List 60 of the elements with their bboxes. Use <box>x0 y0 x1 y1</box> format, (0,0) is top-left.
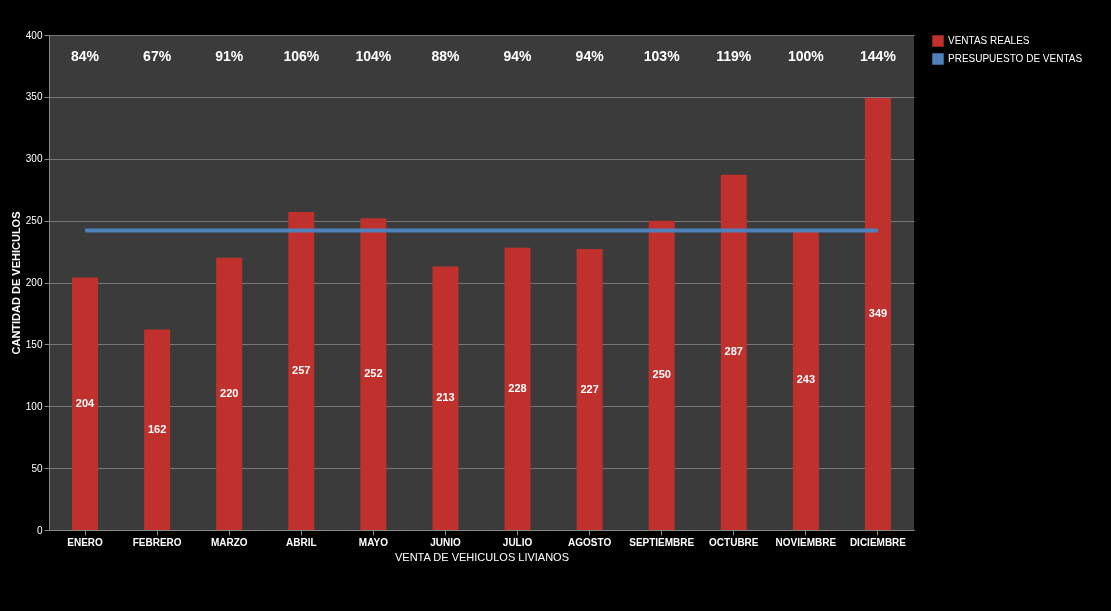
x-tick-label: JULIO <box>502 536 533 548</box>
annotation: 88% <box>431 48 461 64</box>
x-axis-title: VENTA DE VEHICULOS LIVIANOS <box>394 550 570 563</box>
data-label: 250 <box>652 368 671 381</box>
annotation: 67% <box>143 48 172 64</box>
bar <box>648 220 675 530</box>
annotation: 94% <box>575 48 605 64</box>
data-label: 227 <box>580 382 599 395</box>
x-tick-label: MARZO <box>210 536 248 548</box>
bar <box>720 174 747 530</box>
bar <box>144 329 171 530</box>
y-tick-label: 350 <box>25 91 43 103</box>
data-label: 257 <box>292 363 311 376</box>
annotation: 104% <box>355 48 392 64</box>
legend-label: VENTAS REALES <box>948 35 1030 46</box>
x-tick-label: SEPTIEMBRE <box>629 536 695 548</box>
annotation: 94% <box>503 48 533 64</box>
y-tick-label: 400 <box>25 29 43 41</box>
y-tick-label: 150 <box>25 338 43 350</box>
bar <box>360 218 387 530</box>
x-tick-label: NOVIEMBRE <box>775 536 837 548</box>
y-tick-label: 100 <box>25 400 43 412</box>
y-tick-label: 50 <box>31 462 43 474</box>
x-tick-label: ENERO <box>67 536 104 548</box>
bar <box>72 277 99 530</box>
x-tick-label: AGOSTO <box>568 536 612 548</box>
data-label: 204 <box>75 396 96 409</box>
data-label: 252 <box>364 367 383 380</box>
data-label: 220 <box>220 386 239 399</box>
annotation: 106% <box>283 48 320 64</box>
x-tick-label: OCTUBRE <box>709 536 759 548</box>
data-label: 162 <box>147 422 167 435</box>
bar <box>504 247 531 530</box>
data-label: 243 <box>796 372 816 385</box>
annotation: 91% <box>215 48 244 64</box>
x-tick-label: JUNIO <box>430 536 461 548</box>
bar <box>216 257 243 530</box>
bar <box>576 249 603 530</box>
bar <box>432 266 459 530</box>
data-label: 228 <box>508 381 527 394</box>
y-axis-title: CANTIDAD DE VEHICULOS <box>9 211 22 355</box>
y-tick-label: 250 <box>25 215 43 227</box>
legend-label: PRESUPUESTO DE VENTAS <box>948 53 1083 64</box>
y-tick-label: 300 <box>25 153 43 165</box>
x-tick-label: FEBRERO <box>132 536 182 548</box>
y-tick-label: 200 <box>25 277 43 288</box>
data-label: 287 <box>724 345 743 358</box>
x-tick-label: DICIEMBRE <box>849 536 907 548</box>
bar <box>864 98 891 530</box>
annotation: 103% <box>643 48 681 64</box>
annotation: 100% <box>787 48 825 64</box>
x-tick-label: ABRIL <box>286 536 317 548</box>
y-tick-label: 0 <box>36 524 43 536</box>
annotation: 84% <box>71 48 100 64</box>
data-label: 349 <box>868 307 888 320</box>
annotation: 144% <box>860 48 897 64</box>
x-tick-label: MAYO <box>358 536 389 548</box>
annotation: 119% <box>716 48 752 64</box>
data-label: 213 <box>436 391 455 404</box>
bar <box>288 211 315 530</box>
